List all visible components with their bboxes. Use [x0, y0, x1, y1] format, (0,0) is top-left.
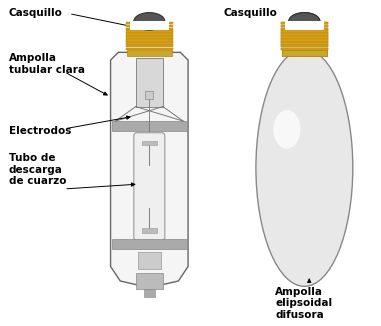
Ellipse shape [134, 13, 165, 30]
Text: Tubo de
descarga
de cuarzo: Tubo de descarga de cuarzo [9, 153, 66, 186]
Bar [281, 22, 328, 24]
Bar [285, 21, 324, 30]
Bar [136, 273, 163, 289]
Text: Casquillo: Casquillo [224, 8, 278, 18]
Text: Casquillo: Casquillo [9, 8, 63, 18]
Bar [281, 30, 328, 33]
Bar [281, 48, 328, 51]
Bar [127, 51, 171, 56]
Bar [126, 25, 173, 27]
Text: Electrodos: Electrodos [9, 126, 71, 136]
Bar [126, 30, 173, 33]
PathPatch shape [110, 52, 188, 286]
Bar [285, 21, 324, 30]
Bar [130, 21, 169, 30]
Bar [282, 51, 327, 56]
Bar [281, 22, 328, 24]
Bar [126, 36, 173, 39]
Bar [146, 91, 153, 99]
Bar [281, 45, 328, 48]
Bar [281, 39, 328, 42]
Bar [112, 121, 187, 131]
Ellipse shape [289, 13, 320, 30]
Bar [281, 28, 328, 30]
Bar [282, 51, 327, 56]
Bar [126, 39, 173, 42]
Bar [142, 141, 157, 145]
Ellipse shape [273, 110, 301, 149]
Bar [281, 30, 328, 33]
Bar [138, 252, 161, 269]
Text: Ampolla
tubular clara: Ampolla tubular clara [9, 53, 85, 75]
Bar [136, 58, 163, 107]
Bar [126, 42, 173, 45]
Bar [281, 45, 328, 48]
Bar [142, 228, 157, 232]
Bar [281, 36, 328, 39]
Bar [281, 25, 328, 27]
Bar [281, 48, 328, 51]
Bar [126, 33, 173, 36]
FancyBboxPatch shape [134, 133, 165, 240]
Bar [281, 28, 328, 30]
Bar [126, 45, 173, 48]
Bar [126, 48, 173, 51]
Bar [281, 42, 328, 45]
Bar [126, 22, 173, 24]
Text: Ampolla
elipsoidal
difusora: Ampolla elipsoidal difusora [275, 287, 332, 320]
Bar [281, 33, 328, 36]
Bar [281, 39, 328, 42]
Bar [144, 289, 155, 297]
Ellipse shape [256, 49, 353, 286]
Ellipse shape [289, 13, 320, 30]
Bar [281, 42, 328, 45]
Bar [281, 25, 328, 27]
Bar [112, 239, 187, 249]
Bar [281, 33, 328, 36]
Bar [126, 28, 173, 30]
Bar [281, 36, 328, 39]
